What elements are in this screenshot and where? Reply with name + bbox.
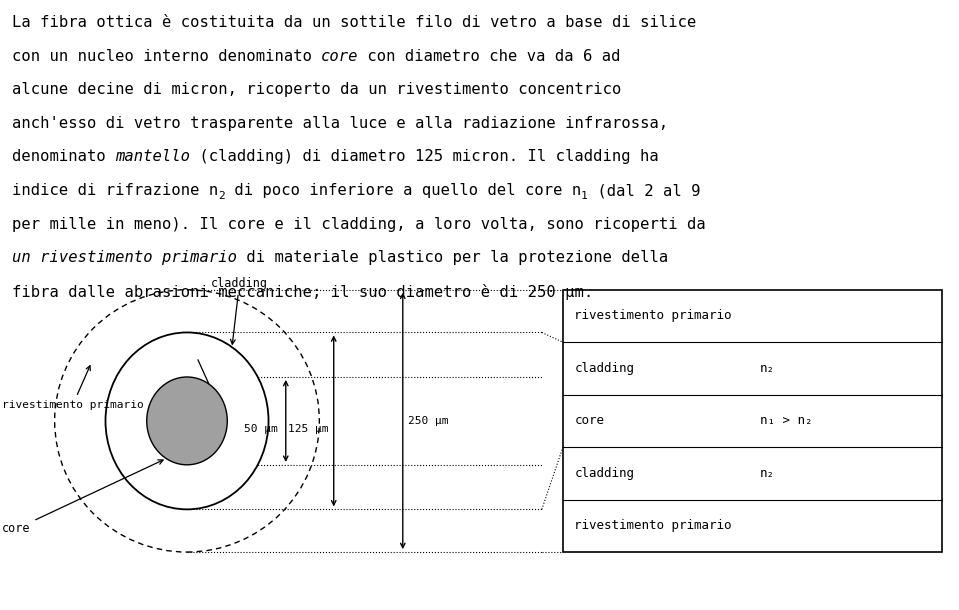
Ellipse shape [147,377,227,465]
Text: (cladding) di diametro 125 micron. Il cladding ha: (cladding) di diametro 125 micron. Il cl… [190,149,659,165]
Text: mantello: mantello [115,149,190,165]
Text: rivestimento primario: rivestimento primario [574,519,732,533]
Text: 50 µm: 50 µm [245,424,278,434]
Text: di poco inferiore a quello del core n: di poco inferiore a quello del core n [224,183,581,198]
Text: con diametro che va da 6 ad: con diametro che va da 6 ad [359,49,620,64]
Text: un rivestimento primario: un rivestimento primario [12,250,237,265]
Text: core: core [574,414,604,428]
Text: 2: 2 [218,191,224,201]
Text: rivestimento primario: rivestimento primario [574,309,732,323]
Text: alcune decine di micron, ricoperto da un rivestimento concentrico: alcune decine di micron, ricoperto da un… [12,82,620,98]
Text: rivestimento primario: rivestimento primario [2,366,144,410]
Text: fibra dalle abrasioni meccaniche; il suo diametro è di 250 µm.: fibra dalle abrasioni meccaniche; il suo… [12,284,593,300]
Bar [563,290,942,552]
Text: cladding: cladding [211,277,268,344]
Text: anch'esso di vetro trasparente alla luce e alla radiazione infrarossa,: anch'esso di vetro trasparente alla luce… [12,116,667,131]
Text: cladding: cladding [574,362,635,375]
Text: La fibra ottica è costituita da un sottile filo di vetro a base di silice: La fibra ottica è costituita da un sotti… [12,15,696,30]
Text: core: core [2,460,163,536]
Text: 1: 1 [581,191,588,201]
Text: 125 µm: 125 µm [289,424,329,434]
Text: n₁ > n₂: n₁ > n₂ [760,414,812,428]
Text: per mille in meno). Il core e il cladding, a loro volta, sono ricoperti da: per mille in meno). Il core e il claddin… [12,217,705,232]
Text: di materiale plastico per la protezione della: di materiale plastico per la protezione … [237,250,667,265]
Text: (dal 2 al 9: (dal 2 al 9 [588,183,700,198]
Text: denominato: denominato [12,149,115,165]
Text: core: core [321,49,359,64]
Text: cladding: cladding [574,467,635,480]
Text: n₂: n₂ [760,362,775,375]
Text: indice di rifrazione n: indice di rifrazione n [12,183,218,198]
Text: n₂: n₂ [760,467,775,480]
Text: 250 µm: 250 µm [408,416,448,426]
Text: con un nucleo interno denominato: con un nucleo interno denominato [12,49,321,64]
Ellipse shape [105,332,269,509]
